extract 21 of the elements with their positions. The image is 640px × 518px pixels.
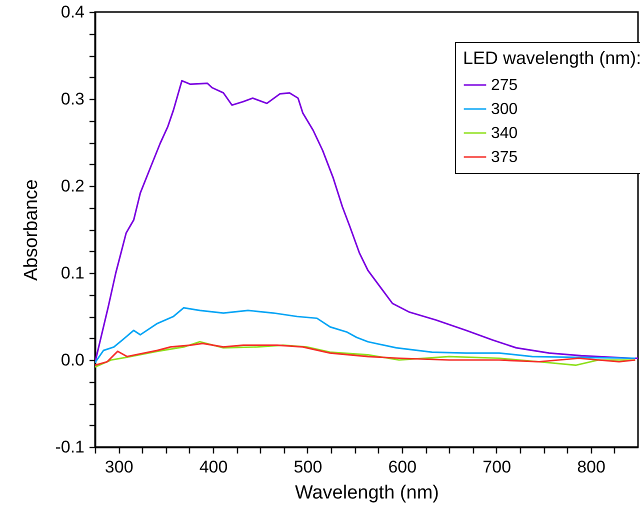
legend-label: 275 <box>491 77 518 94</box>
legend-label: 340 <box>491 125 518 142</box>
y-tick-label: 0.4 <box>60 2 84 22</box>
x-axis-title: Wavelength (nm) <box>295 482 439 504</box>
x-tick-label: 400 <box>199 458 228 476</box>
y-tick-label: 0.3 <box>60 90 84 108</box>
y-tick-label: 0.0 <box>60 350 84 370</box>
y-tick-label: -0.1 <box>55 438 84 456</box>
x-tick-label: 800 <box>577 458 606 476</box>
legend-label: 300 <box>491 101 518 118</box>
legend-label: 375 <box>491 149 518 166</box>
x-tick-label: 500 <box>294 458 322 476</box>
x-tick-label: 700 <box>482 458 512 476</box>
line-series <box>95 307 636 364</box>
legend-title: LED wavelength (nm): <box>463 48 640 68</box>
x-tick-label: 600 <box>388 458 417 476</box>
y-tick-label: 0.2 <box>60 176 84 196</box>
x-tick-label: 300 <box>104 458 134 476</box>
y-tick-label: 0.1 <box>60 264 84 282</box>
y-axis-title: Absorbance <box>21 179 42 281</box>
line-series <box>95 80 638 364</box>
